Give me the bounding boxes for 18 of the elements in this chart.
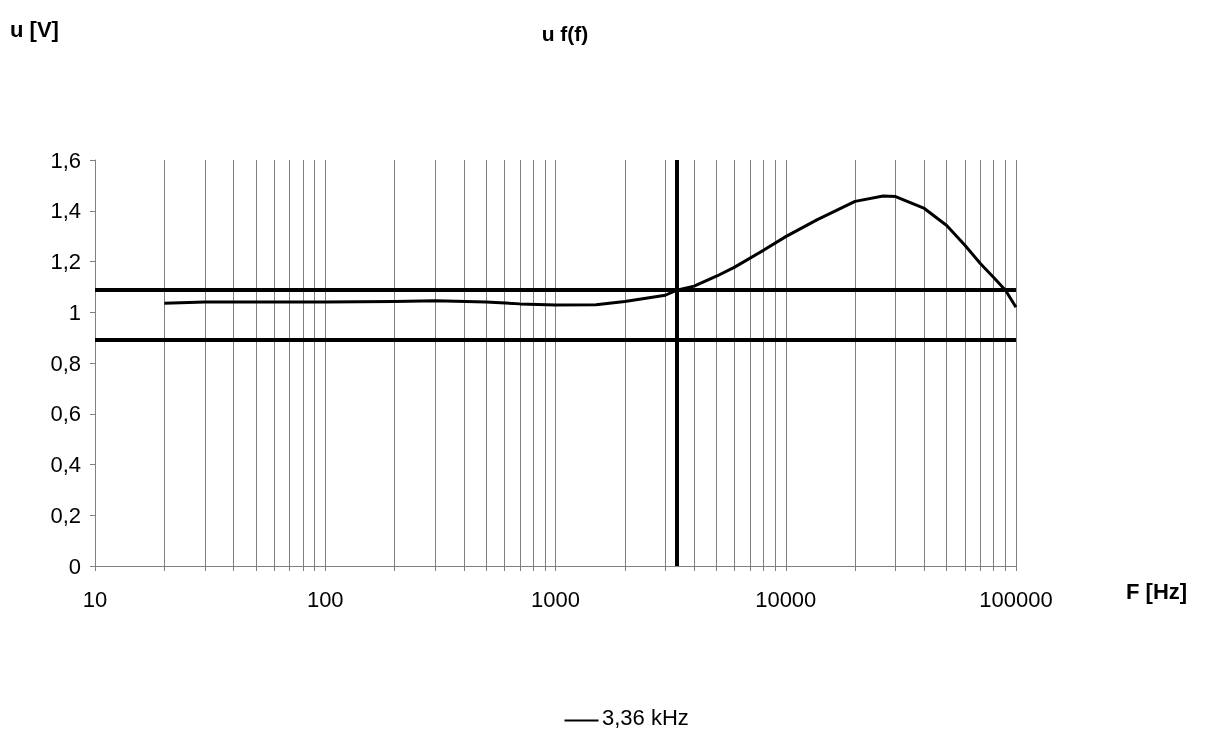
y-tick-label: 1,6	[50, 147, 81, 173]
x-tick-label: 1000	[531, 586, 580, 612]
y-tick-label: 0,8	[50, 350, 81, 376]
x-tick-label: 10	[82, 586, 108, 612]
x-axis-title: F [Hz]	[1126, 578, 1188, 604]
x-tick-label: 100000	[979, 586, 1053, 612]
y-tick-label: 1,4	[50, 198, 81, 224]
y-tick-label: 0,6	[50, 401, 81, 427]
y-tick-label: 1,2	[50, 249, 81, 274]
chart-title: u f(f)	[541, 22, 589, 45]
x-tick-label: 10000	[755, 586, 817, 612]
y-tick-label: 0	[68, 553, 81, 579]
legend-label: 3,36 kHz	[602, 704, 689, 730]
x-tick-label: 100	[306, 586, 344, 612]
y-tick-label: 0,2	[50, 502, 81, 528]
y-axis-title: u [V]	[10, 16, 59, 42]
y-tick-label: 1	[68, 299, 81, 325]
y-tick-label: 0,4	[50, 452, 81, 477]
